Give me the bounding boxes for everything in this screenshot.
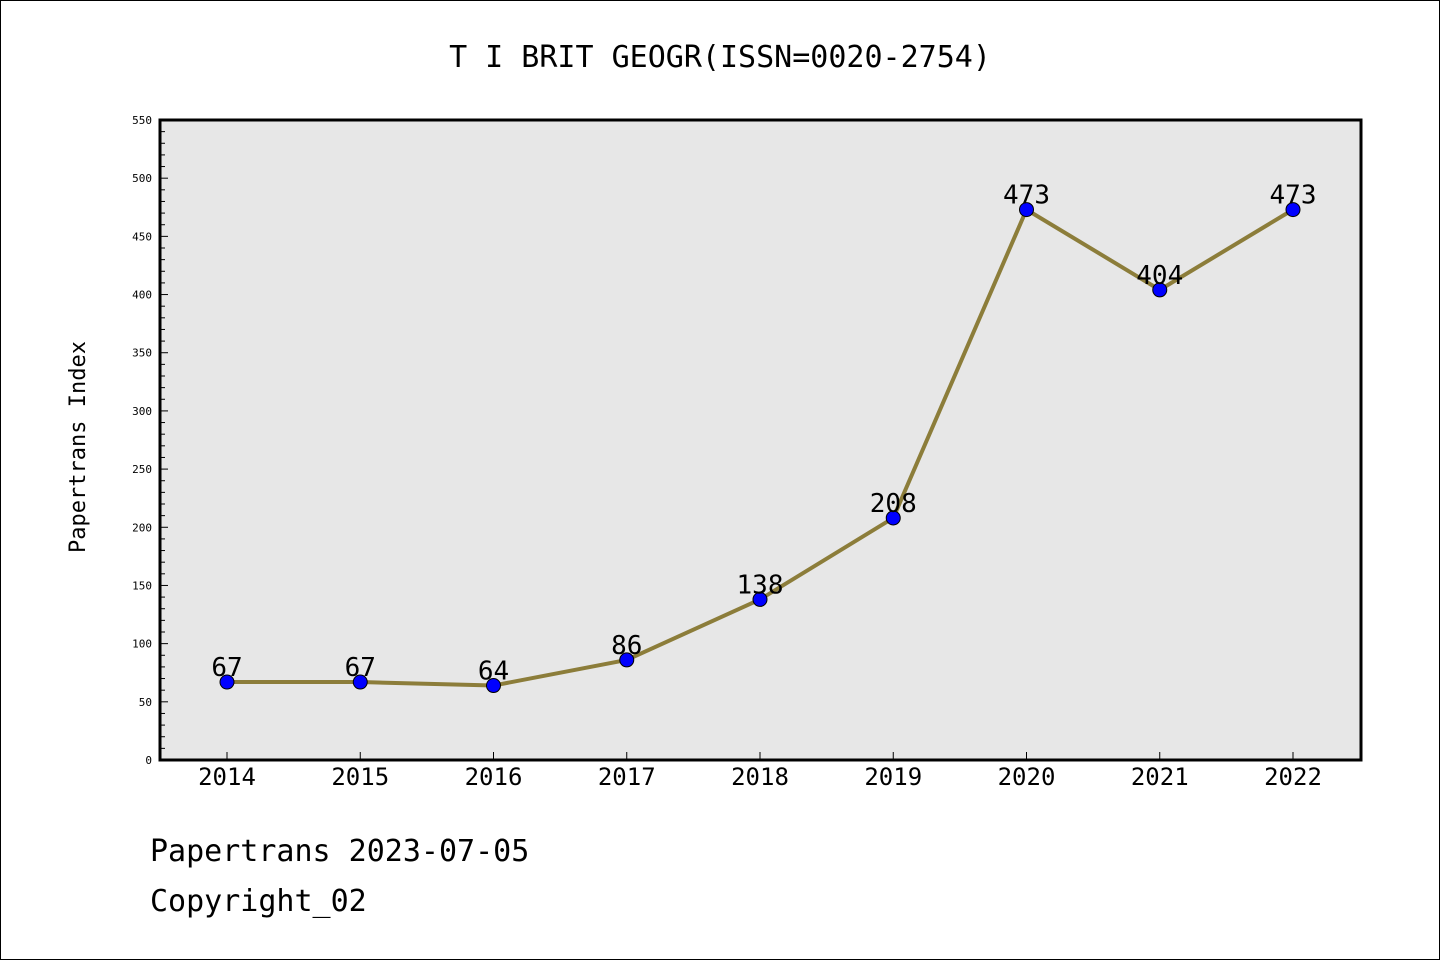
y-tick-label: 200: [132, 521, 152, 534]
data-point: [1285, 202, 1301, 218]
x-tick-label: 2019: [864, 763, 922, 791]
y-tick-label: 500: [132, 172, 152, 185]
y-tick-label: 150: [132, 579, 152, 592]
copyright-text: Copyright_02: [150, 884, 367, 919]
data-point: [486, 678, 501, 694]
x-tick-label: 2015: [331, 763, 389, 791]
series-group: [219, 202, 1301, 694]
data-label: 67: [345, 653, 376, 683]
y-tick-label: 550: [132, 114, 152, 127]
y-tick-label: 400: [132, 289, 152, 302]
y-tick-label: 250: [132, 463, 152, 476]
data-point: [619, 652, 635, 668]
chart-title: T I BRIT GEOGR(ISSN=0020-2754): [449, 40, 991, 75]
x-tick-label: 2016: [465, 763, 523, 791]
data-label: 473: [1270, 181, 1317, 211]
source-date-text: Papertrans 2023-07-05: [150, 834, 530, 869]
data-label: 64: [478, 657, 509, 687]
data-point: [352, 674, 368, 690]
x-tick-label: 2021: [1131, 763, 1189, 791]
x-tick-label: 2022: [1264, 763, 1322, 791]
plot-area: [160, 120, 1361, 760]
x-axis: 2014 2015 2016 2017 2018 2019 2020 2021 2022: [198, 752, 1322, 791]
x-tick-label: 2014: [198, 763, 256, 791]
data-point: [752, 591, 768, 607]
y-tick-label: 450: [132, 230, 152, 243]
data-point: [1152, 282, 1168, 298]
x-tick-label: 2018: [731, 763, 789, 791]
data-label: 473: [1003, 181, 1050, 211]
data-point: [885, 510, 901, 526]
y-tick-label: 50: [139, 696, 152, 709]
data-label-group: 67 67 64 86 138 208 473 404 473: [211, 181, 1316, 687]
data-label: 86: [611, 631, 642, 661]
y-tick-label: 0: [145, 754, 152, 767]
data-point: [1019, 202, 1034, 218]
data-label: 67: [211, 653, 242, 683]
plot-border: [158, 118, 1363, 762]
y-axis-title: Papertrans Index: [66, 341, 91, 553]
x-tick-label: 2017: [598, 763, 656, 791]
data-label: 404: [1136, 261, 1183, 291]
data-label: 208: [870, 489, 917, 519]
data-point: [219, 674, 235, 690]
y-tick-label: 100: [132, 638, 152, 651]
y-tick-label: 350: [132, 347, 152, 360]
data-label: 138: [737, 570, 784, 600]
y-tick-label: 300: [132, 405, 152, 418]
x-tick-label: 2020: [998, 763, 1056, 791]
